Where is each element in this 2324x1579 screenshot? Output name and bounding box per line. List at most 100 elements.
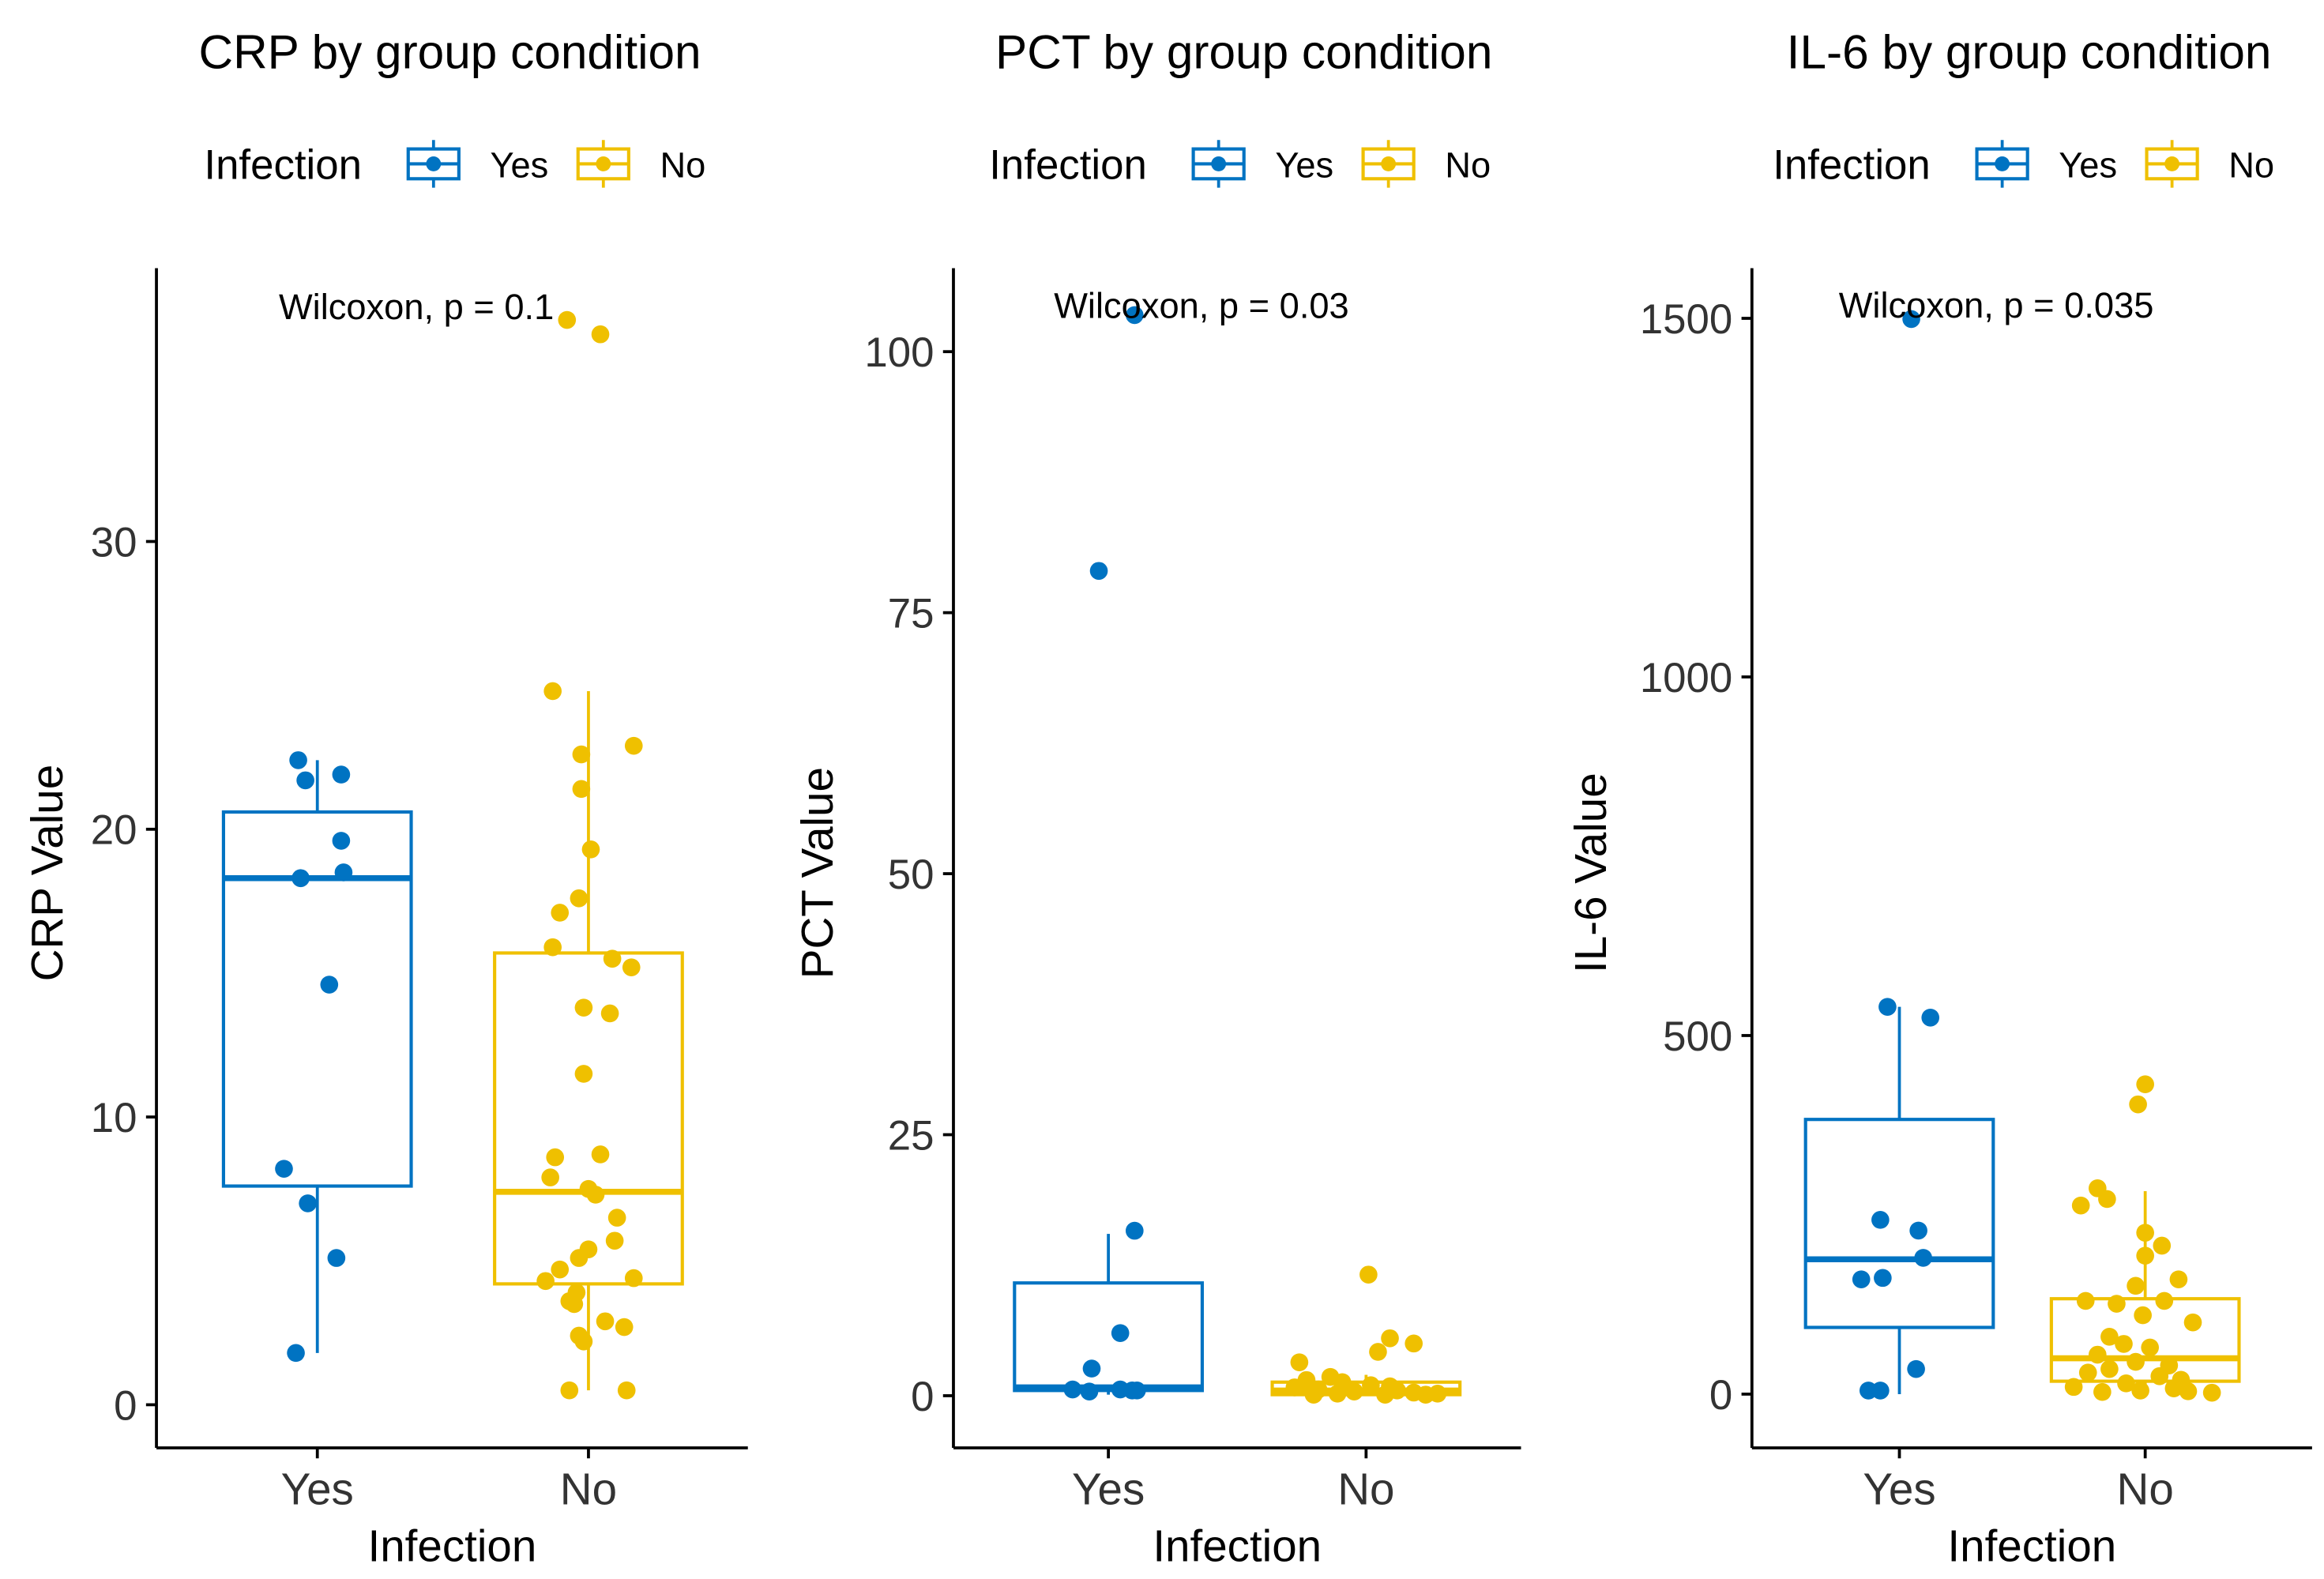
y-tick-label: 1000 bbox=[1640, 655, 1732, 701]
data-point bbox=[536, 1272, 555, 1291]
data-point bbox=[558, 310, 577, 329]
legend-key-point bbox=[2164, 156, 2180, 171]
data-point bbox=[1381, 1329, 1399, 1348]
legend-key-no bbox=[576, 140, 630, 188]
data-point bbox=[1359, 1265, 1378, 1284]
data-point bbox=[1125, 1221, 1144, 1240]
data-point bbox=[2093, 1382, 2112, 1401]
legend-label-no: No bbox=[1445, 145, 1491, 185]
data-point bbox=[2136, 1075, 2154, 1094]
data-point bbox=[570, 889, 589, 908]
y-tick-label: 75 bbox=[888, 590, 934, 637]
data-point bbox=[2131, 1382, 2149, 1400]
legend: Infection Yes No bbox=[989, 140, 1491, 188]
data-point bbox=[574, 1332, 593, 1351]
legend-key-no bbox=[1361, 140, 1416, 188]
data-point bbox=[624, 1269, 643, 1288]
data-point bbox=[2150, 1367, 2169, 1385]
y-tick-label: 0 bbox=[114, 1382, 137, 1429]
data-point bbox=[551, 904, 570, 922]
x-tick-label: No bbox=[2117, 1464, 2174, 1514]
data-point bbox=[332, 832, 351, 850]
chart-title: IL-6 by group condition bbox=[1787, 25, 2272, 79]
data-point bbox=[1871, 1210, 1890, 1229]
data-point bbox=[1362, 1376, 1380, 1395]
data-point bbox=[2127, 1276, 2145, 1295]
data-point bbox=[1852, 1270, 1871, 1288]
data-point bbox=[2076, 1291, 2095, 1310]
data-point bbox=[275, 1160, 293, 1178]
data-point bbox=[574, 998, 593, 1017]
data-point bbox=[2098, 1190, 2116, 1209]
data-point bbox=[1878, 998, 1897, 1016]
data-point bbox=[572, 780, 591, 799]
data-point bbox=[1902, 310, 1920, 329]
data-point bbox=[2153, 1236, 2172, 1255]
data-point bbox=[2127, 1352, 2145, 1371]
data-point bbox=[1376, 1385, 1394, 1404]
data-point bbox=[332, 765, 351, 784]
data-point bbox=[1089, 562, 1108, 581]
data-point bbox=[574, 1065, 593, 1083]
chart-title: PCT by group condition bbox=[995, 25, 1492, 79]
data-point bbox=[572, 745, 591, 764]
data-point bbox=[2164, 1379, 2183, 1397]
data-point bbox=[1416, 1385, 1435, 1404]
legend-key-yes bbox=[1975, 140, 2029, 188]
data-point bbox=[2136, 1246, 2154, 1265]
box-yes bbox=[221, 760, 413, 1353]
legend-title: Infection bbox=[1773, 141, 1931, 188]
y-tick-label: 20 bbox=[91, 807, 137, 854]
data-point bbox=[2129, 1095, 2147, 1114]
data-point bbox=[1921, 1008, 1940, 1027]
y-axis-label: PCT Value bbox=[792, 767, 842, 979]
x-axis-label: Infection bbox=[1947, 1521, 2116, 1570]
legend-label-yes: Yes bbox=[490, 145, 548, 185]
legend-key-point bbox=[426, 156, 442, 171]
data-point bbox=[289, 751, 307, 769]
legend-key-point bbox=[1995, 156, 2010, 171]
iqr-box bbox=[1803, 1118, 1995, 1329]
data-point bbox=[296, 771, 314, 790]
box-yes bbox=[1803, 1006, 1995, 1394]
box-no bbox=[2049, 1190, 2241, 1394]
chart-panel-1: CRP by group condition Infection Yes No 0 10 2… bbox=[22, 25, 748, 1570]
box-yes bbox=[1013, 1234, 1204, 1395]
data-point bbox=[2117, 1374, 2135, 1393]
legend-key-point bbox=[596, 156, 611, 171]
data-point bbox=[560, 1381, 579, 1400]
data-point bbox=[1909, 1221, 1927, 1240]
data-point bbox=[541, 1168, 559, 1186]
data-point bbox=[543, 682, 562, 701]
data-point bbox=[591, 325, 610, 344]
data-point bbox=[600, 1004, 619, 1023]
x-tick-label: Yes bbox=[281, 1464, 354, 1514]
data-point bbox=[2141, 1338, 2160, 1357]
data-point bbox=[2136, 1224, 2154, 1242]
data-point bbox=[605, 1231, 624, 1250]
data-point bbox=[2108, 1295, 2126, 1313]
x-tick-label: No bbox=[560, 1464, 617, 1514]
y-tick-label: 10 bbox=[91, 1095, 137, 1141]
y-tick-label: 0 bbox=[911, 1374, 934, 1420]
data-point bbox=[624, 736, 643, 755]
iqr-box bbox=[1013, 1281, 1204, 1393]
data-point bbox=[546, 1148, 565, 1167]
data-point bbox=[596, 1312, 615, 1331]
data-point bbox=[2134, 1306, 2152, 1325]
legend-label-yes: Yes bbox=[2059, 145, 2117, 185]
legend-key-yes bbox=[406, 140, 461, 188]
data-point bbox=[327, 1249, 346, 1267]
y-axis-label: CRP Value bbox=[22, 765, 72, 982]
box-no bbox=[493, 690, 684, 1391]
x-tick-label: No bbox=[1337, 1464, 1394, 1514]
data-point bbox=[287, 1344, 305, 1363]
y-tick-label: 50 bbox=[888, 852, 934, 898]
data-point bbox=[291, 869, 310, 888]
data-point bbox=[2155, 1291, 2174, 1310]
data-point bbox=[1914, 1249, 1932, 1267]
y-tick-label: 100 bbox=[864, 329, 934, 376]
data-point bbox=[2100, 1359, 2119, 1378]
data-point bbox=[1082, 1359, 1101, 1378]
